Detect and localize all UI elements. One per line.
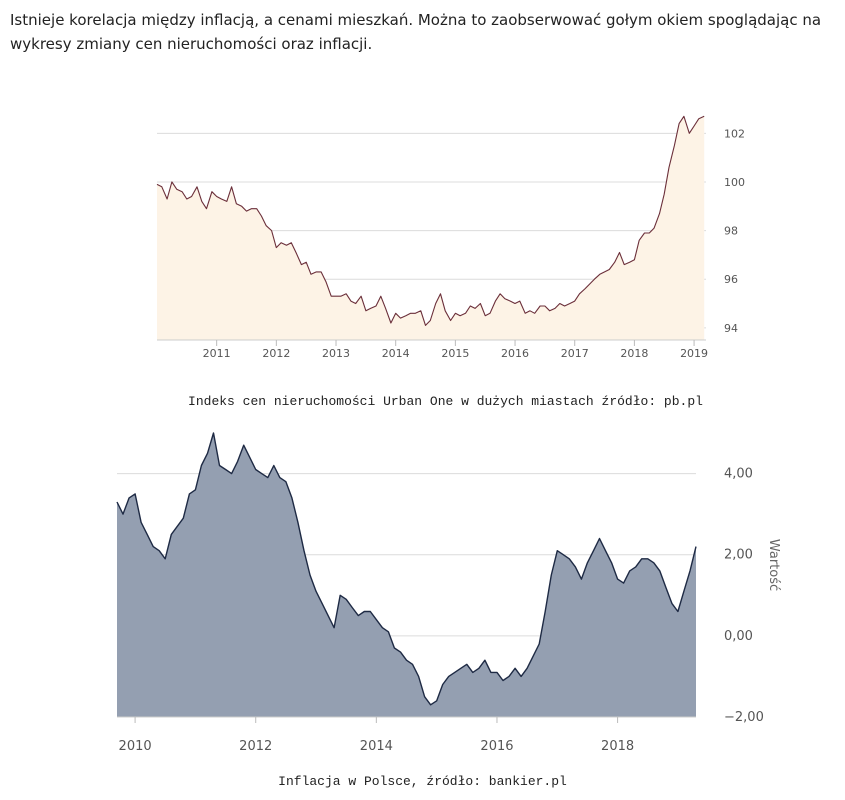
x-tick-label: 2018 bbox=[620, 347, 648, 360]
x-tick-label: 2016 bbox=[480, 739, 513, 754]
x-tick-label: 2016 bbox=[501, 347, 529, 360]
property-price-index-chart: 2011 2012 2013 2014 2015 2016 2017 2018 2019 94 96… bbox=[156, 115, 745, 360]
intro-paragraph: Istnieje korelacja między inflacją, a ce… bbox=[10, 11, 822, 53]
series-area-fill bbox=[157, 116, 705, 340]
series-line bbox=[156, 115, 705, 326]
x-tick-label: 2012 bbox=[262, 347, 290, 360]
series-line bbox=[116, 432, 697, 706]
x-tick-label: 2010 bbox=[119, 739, 152, 754]
y-tick-label: 0,00 bbox=[724, 629, 753, 644]
y-tick-label: 100 bbox=[724, 176, 745, 189]
y-tick-label: 2,00 bbox=[724, 548, 753, 563]
y-tick-label: 98 bbox=[724, 225, 738, 238]
y-tick-label: 4,00 bbox=[724, 467, 753, 482]
property-chart-caption: Indeks cen nieruchomości Urban One w duż… bbox=[188, 394, 703, 409]
x-tick-label: 2012 bbox=[239, 739, 272, 754]
x-tick-label: 2018 bbox=[601, 739, 634, 754]
y-axis-title: Wartość bbox=[766, 539, 781, 591]
inflation-chart: 2010 2012 2014 2016 2018 −2,00 0,00 2,00 4,00 War… bbox=[116, 432, 781, 754]
y-tick-label: −2,00 bbox=[724, 710, 764, 725]
x-tick-label: 2015 bbox=[441, 347, 469, 360]
x-tick-label: 2013 bbox=[322, 347, 350, 360]
x-tick-label: 2019 bbox=[680, 347, 708, 360]
x-tick-label: 2011 bbox=[203, 347, 231, 360]
series-area-fill bbox=[117, 433, 696, 717]
y-tick-label: 94 bbox=[724, 322, 738, 335]
y-tick-label: 96 bbox=[724, 273, 738, 286]
inflation-chart-caption: Inflacja w Polsce, źródło: bankier.pl bbox=[278, 774, 567, 789]
x-tick-label: 2014 bbox=[360, 739, 393, 754]
x-tick-label: 2017 bbox=[561, 347, 589, 360]
y-tick-label: 102 bbox=[724, 127, 745, 140]
x-tick-label: 2014 bbox=[382, 347, 410, 360]
